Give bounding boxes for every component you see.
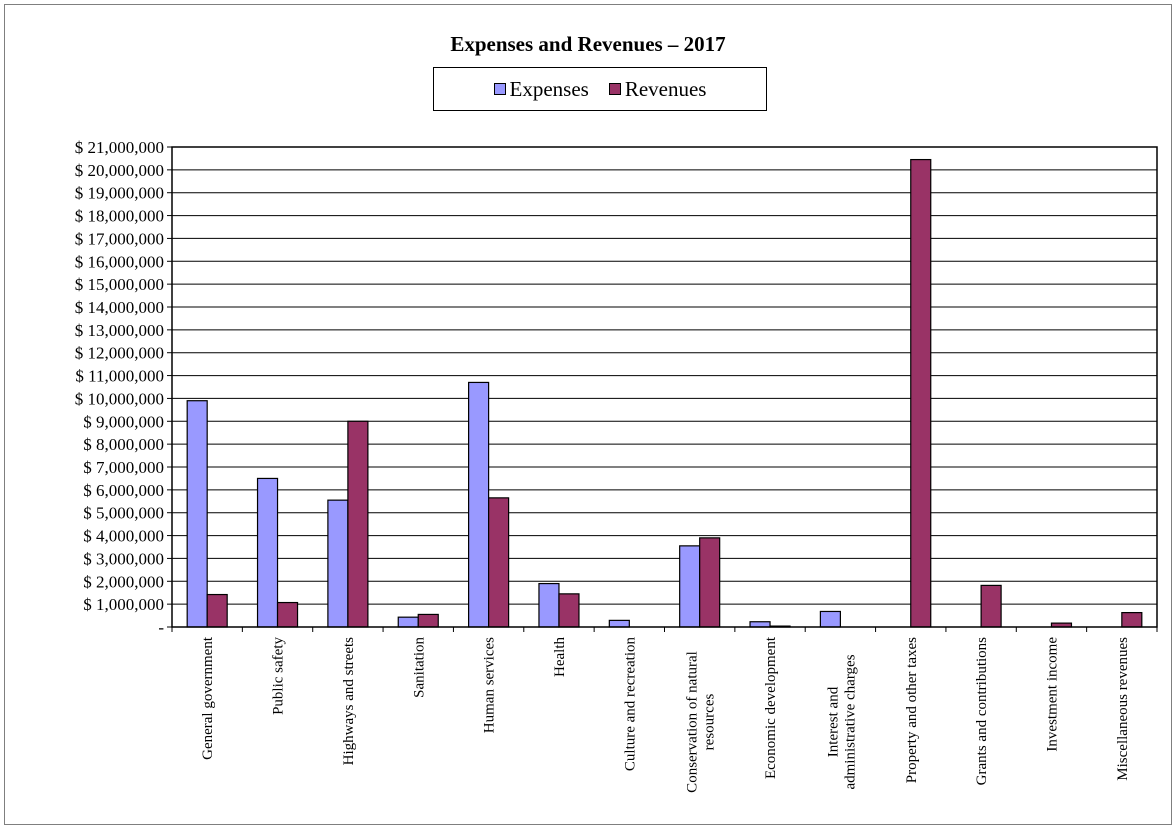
chart-title: Expenses and Revenues – 2017	[450, 32, 726, 56]
bar-expenses	[397, 616, 419, 628]
x-tick-label: Sanitation	[411, 637, 427, 698]
legend-item-expenses: Expenses	[493, 76, 589, 102]
y-tick-label: $ 10,000,000	[75, 389, 164, 408]
y-tick-label: $ 21,000,000	[75, 138, 164, 157]
y-tick-label: $ 17,000,000	[75, 229, 164, 248]
y-tick-label: $ 13,000,000	[75, 321, 164, 340]
bar-expenses	[256, 477, 279, 628]
y-tick-label: $ 1,000,000	[83, 595, 164, 614]
y-tick-label: $ 11,000,000	[75, 367, 164, 386]
y-tick-label: $ 4,000,000	[83, 527, 164, 546]
y-tick-label: $ 9,000,000	[83, 412, 164, 431]
bar-expenses	[538, 582, 560, 628]
bar-expenses	[608, 619, 630, 628]
y-tick-label: $ 5,000,000	[83, 504, 164, 523]
y-tick-label: $ 2,000,000	[83, 572, 164, 591]
bar-revenues	[417, 613, 439, 628]
x-tick-label: Culture and recreation	[622, 637, 638, 772]
bar-revenues	[206, 593, 228, 628]
y-tick-label: $ 16,000,000	[75, 252, 164, 271]
bar-expenses	[819, 610, 841, 628]
x-tick-label: Conservation of naturalresources	[685, 651, 718, 793]
bar-revenues	[276, 601, 299, 628]
y-tick-label: -	[158, 618, 164, 637]
x-tick-label: Investment income	[1044, 637, 1060, 752]
bar-revenues	[699, 537, 721, 628]
x-tick-label: Economic development	[763, 636, 779, 779]
x-tick-label: Property and other taxes	[904, 637, 920, 783]
chart-legend: Expenses Revenues	[433, 67, 767, 111]
bar-revenues	[558, 593, 580, 628]
x-tick-label: Human services	[482, 637, 498, 733]
y-tick-label: $ 14,000,000	[75, 298, 164, 317]
bar-revenues	[488, 497, 510, 628]
x-tick-label: Miscellaneous revenues	[1115, 637, 1131, 781]
x-tick-label: Health	[552, 637, 568, 677]
x-tick-label: Public safety	[271, 637, 287, 715]
legend-swatch-expenses	[493, 83, 506, 95]
y-tick-label: $ 19,000,000	[75, 184, 164, 203]
bar-expenses	[186, 400, 208, 628]
y-tick-label: $ 18,000,000	[75, 207, 164, 226]
bar-expenses	[749, 621, 771, 628]
x-tick-label: Interest andadministrative charges	[825, 654, 858, 789]
y-tick-label: $ 12,000,000	[75, 344, 164, 363]
y-tick-label: $ 8,000,000	[83, 435, 164, 454]
legend-label-revenues: Revenues	[624, 76, 707, 101]
x-tick-label: Grants and contributions	[974, 637, 990, 785]
y-tick-label: $ 6,000,000	[83, 481, 164, 500]
bar-revenues	[910, 158, 932, 628]
x-tick-label: General government	[200, 636, 216, 760]
bar-expenses	[327, 499, 349, 628]
y-tick-label: $ 7,000,000	[83, 458, 164, 477]
legend-item-revenues: Revenues	[608, 76, 707, 102]
y-tick-label: $ 20,000,000	[75, 161, 164, 180]
bar-revenues	[347, 420, 369, 628]
bar-expenses	[468, 381, 490, 628]
bar-revenues	[980, 584, 1002, 628]
legend-label-expenses: Expenses	[509, 76, 589, 101]
plot-area	[172, 147, 1157, 627]
legend-swatch-revenues	[608, 83, 621, 95]
bar-expenses	[679, 545, 701, 628]
x-tick-label: Highways and streets	[341, 637, 357, 765]
bar-revenues	[1121, 611, 1143, 628]
y-tick-label: $ 3,000,000	[83, 549, 164, 568]
y-tick-label: $ 15,000,000	[75, 275, 164, 294]
